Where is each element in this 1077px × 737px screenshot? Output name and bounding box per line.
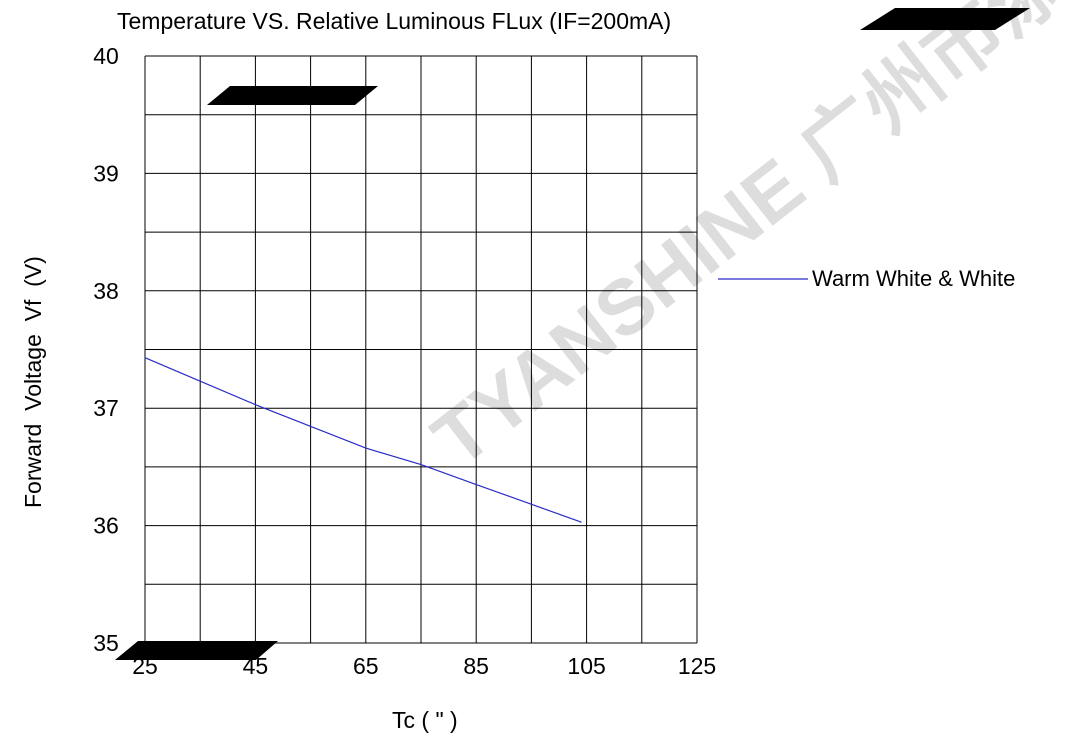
watermark: TYANSHINE 广州市添鑫光电有限公司 Guangzhou Tianxin … xyxy=(416,0,1077,483)
y-tick-label-1: 36 xyxy=(93,513,119,539)
redaction-bar-bottom-left xyxy=(115,641,278,660)
y-axis-label: Forward Voltage Vf (V) xyxy=(20,256,46,508)
y-tick-label-0: 35 xyxy=(93,630,119,656)
series-0-point-3 xyxy=(420,463,422,466)
x-tick-label-4: 105 xyxy=(567,653,605,679)
x-axis-label: Tc ( " ) xyxy=(392,707,458,733)
x-tick-label-5: 125 xyxy=(678,653,716,679)
legend-label-warm-white: Warm White & White xyxy=(812,266,1015,291)
y-tick-label-4: 39 xyxy=(93,160,119,186)
series-0-point-4 xyxy=(475,483,477,486)
chart-title: Temperature VS. Relative Luminous FLux (… xyxy=(117,8,671,34)
redaction-bar-top-right xyxy=(860,8,1030,30)
series-0-point-5 xyxy=(580,521,582,523)
y-tick-label-2: 37 xyxy=(93,395,119,421)
decorative-marks xyxy=(115,8,1030,660)
series-layer xyxy=(144,357,582,523)
tick-labels: 25 45 65 85 105 125 35 36 37 38 39 40 xyxy=(93,43,716,679)
series-0-point-0 xyxy=(144,357,146,359)
x-tick-label-3: 85 xyxy=(463,653,489,679)
series-line-0 xyxy=(144,357,582,523)
y-tick-label-5: 40 xyxy=(93,43,119,69)
plot-grid xyxy=(144,55,698,644)
y-tick-label-3: 38 xyxy=(93,278,119,304)
watermark-brand: TYANSHINE 广州市添鑫光电有限公司 Guangzhou Tianxin … xyxy=(416,0,1077,483)
redaction-bar-upper xyxy=(207,86,378,105)
series-0-point-1 xyxy=(254,404,256,406)
x-tick-label-0: 25 xyxy=(132,653,158,679)
legend: Warm White & White xyxy=(718,266,1015,291)
x-tick-label-1: 45 xyxy=(243,653,269,679)
x-tick-label-2: 65 xyxy=(353,653,379,679)
series-0-point-2 xyxy=(365,447,367,449)
